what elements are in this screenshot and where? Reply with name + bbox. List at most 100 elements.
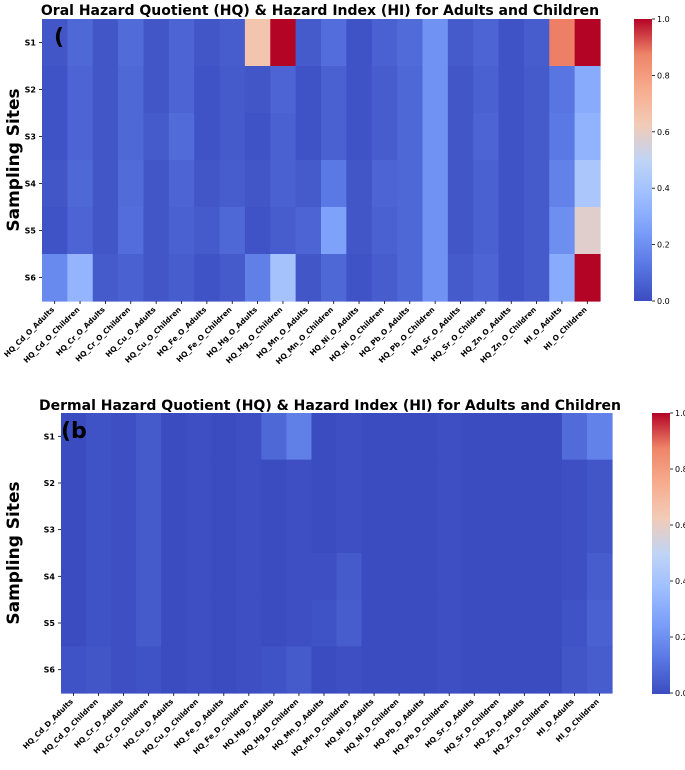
oral-cell-s3-15: [422, 113, 449, 161]
dermal-cell-s3-7: [236, 506, 262, 554]
oral-cell-s4-8: [244, 160, 271, 208]
oral-y-axis-label: Sampling Sites: [4, 88, 24, 231]
dermal-cell-s2-14: [411, 459, 438, 507]
dermal-cell-s4-9: [286, 553, 313, 601]
oral-cell-s3-1: [67, 113, 94, 161]
dermal-cell-s3-15: [436, 506, 463, 554]
oral-colorbar-tick-label: 0.4: [657, 184, 670, 193]
oral-chart-title: Oral Hazard Quotient (HQ) & Hazard Index…: [41, 3, 599, 19]
dermal-cell-s2-19: [536, 459, 563, 507]
dermal-cell-s5-8: [261, 599, 288, 647]
oral-row-label-s3: S3: [25, 133, 36, 142]
dermal-cell-s5-2: [111, 599, 137, 647]
dermal-column-labels: HQ_Cd_D_AdultsHQ_Cd_D_ChildrenHQ_Cr_D_Ad…: [21, 693, 601, 758]
dermal-cell-s1-20: [561, 413, 588, 461]
oral-cell-s1-19: [523, 19, 550, 67]
dermal-cell-s1-19: [536, 413, 563, 461]
oral-cell-s3-9: [270, 113, 297, 161]
dermal-cell-s6-3: [136, 646, 162, 694]
oral-cell-s4-4: [143, 160, 170, 208]
dermal-row-labels: S1 S2 S3 S4 S5 S6: [44, 432, 61, 675]
oral-colorbar-tick-label: 0.8: [657, 71, 670, 80]
oral-cell-s4-15: [422, 160, 449, 208]
dermal-cell-s6-7: [236, 646, 262, 694]
dermal-cell-s5-12: [361, 599, 388, 647]
oral-cell-s6-9: [270, 254, 297, 302]
dermal-cell-s4-20: [561, 553, 588, 601]
oral-cell-s3-14: [397, 113, 424, 161]
oral-cell-s3-11: [321, 113, 347, 161]
oral-cell-s1-2: [92, 19, 119, 67]
oral-cell-s3-8: [244, 113, 271, 161]
oral-cell-s1-10: [295, 19, 322, 67]
oral-cell-s3-7: [219, 113, 246, 161]
dermal-colorbar-tick-label: 0.0: [675, 689, 685, 698]
dermal-cell-s6-18: [511, 646, 538, 694]
oral-cell-s1-6: [194, 19, 221, 67]
oral-row-label-s2: S2: [25, 86, 36, 95]
oral-colorbar-tick-label: 0.2: [657, 241, 670, 250]
oral-cell-s1-20: [549, 19, 576, 67]
oral-colorbar: [634, 19, 652, 301]
oral-cell-s1-21: [574, 19, 601, 67]
oral-cell-s2-3: [118, 66, 145, 114]
oral-cell-s6-11: [321, 254, 347, 302]
oral-cell-s1-5: [168, 19, 195, 67]
oral-cell-s4-3: [118, 160, 145, 208]
dermal-cell-s1-14: [411, 413, 438, 461]
oral-cell-s5-7: [219, 207, 246, 255]
dermal-cell-s3-6: [211, 506, 237, 554]
oral-cell-s5-3: [118, 207, 145, 255]
dermal-cell-s6-11: [336, 646, 363, 694]
dermal-cell-s4-10: [311, 553, 338, 601]
dermal-cell-s4-7: [236, 553, 262, 601]
oral-cell-s4-13: [371, 160, 398, 208]
oral-row-labels: S1 S2 S3 S4 S5 S6: [25, 39, 42, 283]
dermal-cell-s6-10: [311, 646, 338, 694]
dermal-cell-s5-13: [386, 599, 413, 647]
dermal-cell-s6-9: [286, 646, 313, 694]
dermal-cell-s5-10: [311, 599, 338, 647]
oral-cell-s3-10: [295, 113, 322, 161]
dermal-cell-s2-8: [261, 459, 288, 507]
oral-cell-s1-12: [346, 19, 373, 67]
oral-cell-s1-16: [447, 19, 474, 67]
oral-cell-s4-18: [498, 160, 525, 208]
dermal-cell-s2-13: [386, 459, 413, 507]
dermal-cell-s3-3: [136, 506, 162, 554]
dermal-cell-s5-5: [186, 599, 212, 647]
oral-colorbar-ticks: 0.0 0.2 0.4 0.6 0.8 1.0: [652, 15, 670, 306]
oral-cell-s2-12: [346, 66, 373, 114]
dermal-cell-s1-6: [211, 413, 237, 461]
dermal-cell-s4-17: [486, 553, 513, 601]
dermal-cell-s1-18: [511, 413, 538, 461]
dermal-cell-s6-19: [536, 646, 563, 694]
dermal-cell-s1-12: [361, 413, 388, 461]
oral-cell-s3-3: [118, 113, 145, 161]
oral-cell-s1-17: [473, 19, 500, 67]
oral-cell-s3-19: [523, 113, 550, 161]
oral-cell-s5-9: [270, 207, 297, 255]
dermal-cell-s5-17: [486, 599, 513, 647]
oral-cell-s2-19: [523, 66, 550, 114]
oral-cell-s3-5: [168, 113, 195, 161]
oral-cell-s4-7: [219, 160, 246, 208]
dermal-y-axis-label: Sampling Sites: [4, 481, 24, 624]
dermal-cell-s4-18: [511, 553, 538, 601]
oral-cell-s5-16: [447, 207, 474, 255]
dermal-cell-s2-21: [586, 459, 613, 507]
oral-cell-s5-15: [422, 207, 449, 255]
dermal-cell-s1-8: [261, 413, 288, 461]
oral-cell-s6-2: [92, 254, 119, 302]
oral-cell-s2-10: [295, 66, 322, 114]
oral-cell-s3-4: [143, 113, 170, 161]
oral-cell-s2-15: [422, 66, 449, 114]
dermal-cell-s6-17: [486, 646, 513, 694]
dermal-cell-s5-20: [561, 599, 588, 647]
oral-cell-s3-6: [194, 113, 221, 161]
oral-cell-s4-21: [574, 160, 601, 208]
dermal-colorbar-tick-label: 0.8: [675, 465, 685, 474]
oral-cell-s3-12: [346, 113, 373, 161]
oral-panel-label: (: [54, 25, 64, 50]
dermal-cell-s5-3: [136, 599, 162, 647]
